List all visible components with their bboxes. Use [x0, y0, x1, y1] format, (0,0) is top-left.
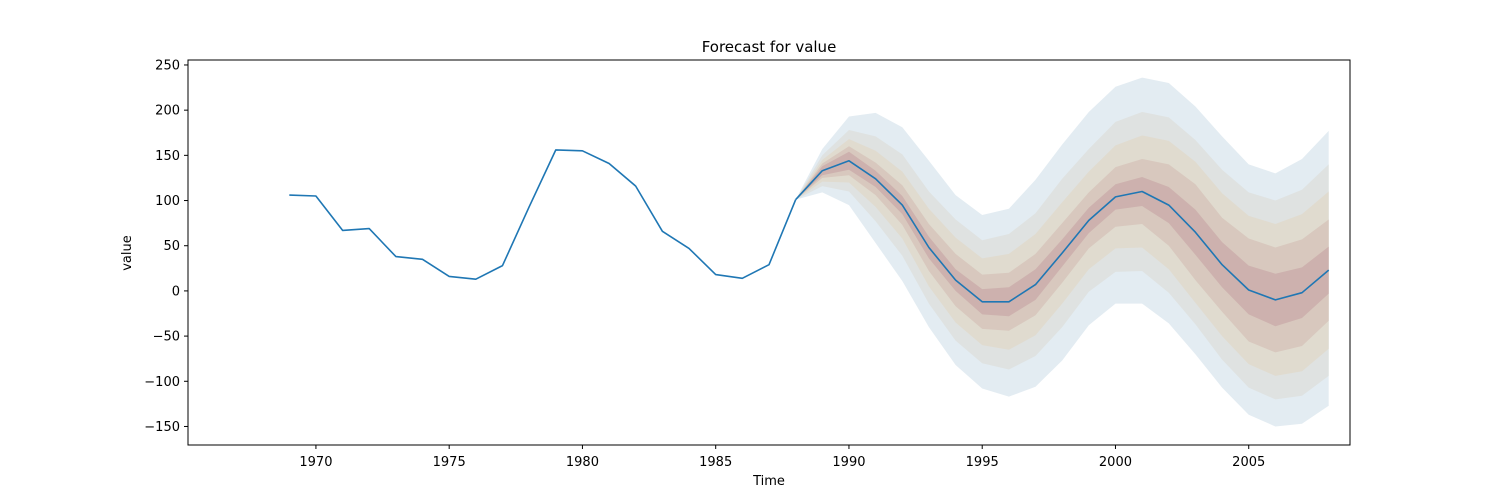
x-tick-label: 1985: [699, 455, 732, 470]
y-tick-label: 50: [163, 239, 180, 254]
y-tick-label: 0: [172, 284, 180, 299]
plot-frame: [187, 59, 1351, 446]
x-tick-label: 1970: [299, 455, 332, 470]
x-tick-label: 1990: [832, 455, 865, 470]
y-tick-label: 100: [155, 194, 180, 209]
x-tick-label: 2005: [1232, 455, 1265, 470]
x-axis: 1970 1975 1980 1985 1990 1995 2000 2005: [299, 445, 1265, 470]
forecast-band-5: [795, 151, 1329, 327]
x-tick-label: 1995: [966, 455, 999, 470]
y-tick-label: 250: [155, 58, 180, 73]
y-tick-label: 150: [155, 149, 180, 164]
y-axis: 250 200 150 100 50 0 −50 −100 −150: [144, 58, 188, 435]
y-tick-label: −100: [144, 375, 180, 390]
x-tick-label: 2000: [1099, 455, 1132, 470]
series-lines: [289, 149, 1330, 303]
chart-title: Forecast for value: [702, 38, 837, 56]
x-axis-label: Time: [752, 474, 785, 489]
history-line: [289, 149, 797, 281]
x-tick-label: 1975: [433, 455, 466, 470]
y-tick-label: −50: [153, 330, 180, 345]
y-tick-label: 200: [155, 104, 180, 119]
forecast-mean-line: [795, 160, 1330, 303]
y-axis-label: value: [120, 235, 135, 271]
y-tick-label: −150: [144, 420, 180, 435]
x-tick-label: 1980: [566, 455, 599, 470]
